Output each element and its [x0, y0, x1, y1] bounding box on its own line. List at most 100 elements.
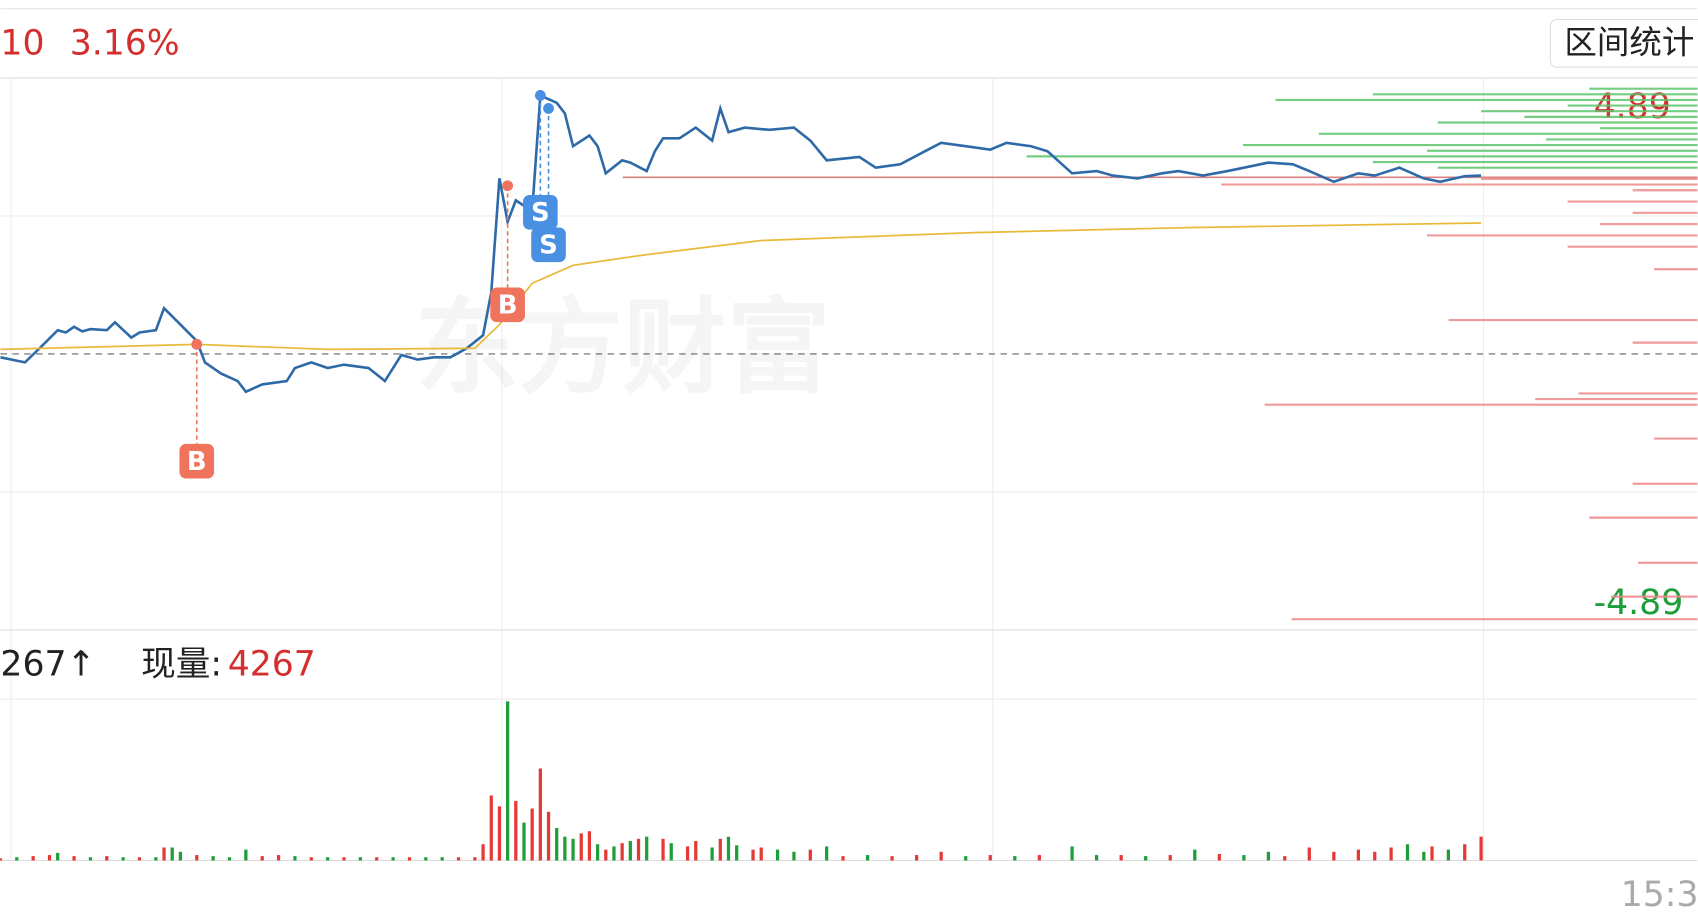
volume-bar: [546, 811, 551, 861]
volume-bar: [1193, 849, 1197, 861]
volume-bar: [440, 857, 444, 861]
volume-bar: [563, 836, 567, 861]
volume-bar: [726, 836, 731, 861]
volume-bar: [1119, 855, 1123, 861]
volume-bar: [1070, 846, 1074, 861]
volume-bar: [1332, 851, 1336, 861]
volume-bar: [137, 857, 142, 861]
volume-bar: [497, 806, 502, 861]
volume-bar: [276, 855, 281, 861]
signal-label: S: [539, 230, 558, 260]
volume-bar: [988, 855, 992, 861]
volume-bar: [595, 844, 600, 861]
volume-bar: [604, 849, 608, 861]
volume-bar: [612, 846, 616, 861]
volume-bar: [555, 828, 559, 861]
volume-bar: [841, 856, 845, 861]
volume-bar: [342, 857, 346, 861]
volume-bar: [195, 855, 199, 861]
volume-bar: [645, 836, 649, 861]
volume-bar: [1405, 844, 1410, 861]
signal-box: [179, 443, 215, 479]
volume-bar: [211, 856, 215, 861]
volume-bar: [538, 768, 542, 861]
volume-bar: [293, 856, 297, 861]
signal-dot: [191, 338, 203, 350]
volume-bar: [865, 855, 870, 861]
volume-bar: [759, 847, 763, 861]
volume-bar: [15, 857, 19, 861]
volume-bar: [31, 856, 35, 861]
volume-bar: [1422, 851, 1426, 861]
range-button[interactable]: [1549, 18, 1698, 68]
range-button-label[interactable]: 区间统计: [1564, 23, 1694, 61]
volume-bar: [47, 855, 52, 861]
volume-bar: [154, 857, 158, 861]
volume-bar: [1463, 844, 1467, 861]
volume-bar: [685, 846, 690, 861]
volume-bar: [964, 856, 968, 861]
volume-bar: [260, 856, 264, 861]
volume-bar: [72, 856, 76, 861]
volume-bar: [514, 800, 518, 861]
volume-bar: [358, 857, 362, 861]
volume-bar: [808, 849, 812, 861]
volume-bar: [178, 851, 183, 861]
volume-bar: [326, 857, 330, 861]
volume-bar: [56, 852, 60, 861]
volume-bar: [1168, 855, 1172, 861]
volume-bar: [915, 855, 919, 861]
signal-label: B: [187, 447, 207, 477]
volume-bar: [505, 701, 510, 861]
volume-bar: [710, 847, 714, 861]
volume-bar: [1266, 851, 1271, 861]
volume-bar: [481, 844, 485, 861]
volume-bar: [775, 849, 780, 861]
volume-bar: [489, 795, 493, 861]
volume-bar: [1144, 856, 1148, 861]
volume-bar: [1446, 849, 1450, 861]
signal-box: [531, 227, 566, 263]
volume-bar: [1094, 855, 1099, 861]
volume-bar: [620, 843, 624, 861]
volume-current: 4267: [228, 645, 316, 685]
volume-label: 现量:: [141, 645, 222, 685]
change: 3.16%: [70, 23, 180, 63]
volume-bar: [407, 857, 412, 861]
volume-bar: [1373, 851, 1377, 861]
signal-dot: [534, 90, 546, 101]
price: 10: [0, 23, 44, 63]
volume-bar: [88, 857, 93, 861]
volume-bar: [571, 838, 575, 861]
volume-bar: [456, 857, 461, 861]
volume-bar: [669, 843, 673, 861]
volume-bar: [735, 845, 739, 861]
volume-bar: [1389, 847, 1393, 861]
volume-bar: [121, 857, 125, 861]
volume-bar: [424, 857, 428, 861]
volume-bar: [1283, 856, 1287, 861]
volume-bar: [522, 822, 526, 861]
volume-bar: [718, 838, 722, 861]
volume-bar: [1013, 856, 1017, 861]
volume-bar: [244, 849, 248, 861]
volume-bar: [170, 847, 174, 861]
volume-bar: [1430, 846, 1434, 861]
volume-bar: [0, 858, 3, 861]
volume-bar: [375, 857, 379, 861]
signal-label: S: [531, 198, 550, 228]
volume-bar: [473, 857, 477, 861]
volume-bar: [890, 856, 894, 861]
volume-bar: [309, 857, 313, 861]
time-label: 15:3: [1621, 875, 1698, 915]
volume-bar: [1217, 853, 1221, 861]
signal-label: B: [498, 290, 518, 320]
signal-box: [523, 195, 558, 230]
signal-dot: [543, 102, 554, 114]
volume-bar: [694, 840, 698, 861]
volume-bar: [661, 838, 665, 861]
signal-dot: [502, 180, 514, 192]
volume-bar: [391, 857, 395, 861]
volume-bar: [579, 833, 583, 861]
